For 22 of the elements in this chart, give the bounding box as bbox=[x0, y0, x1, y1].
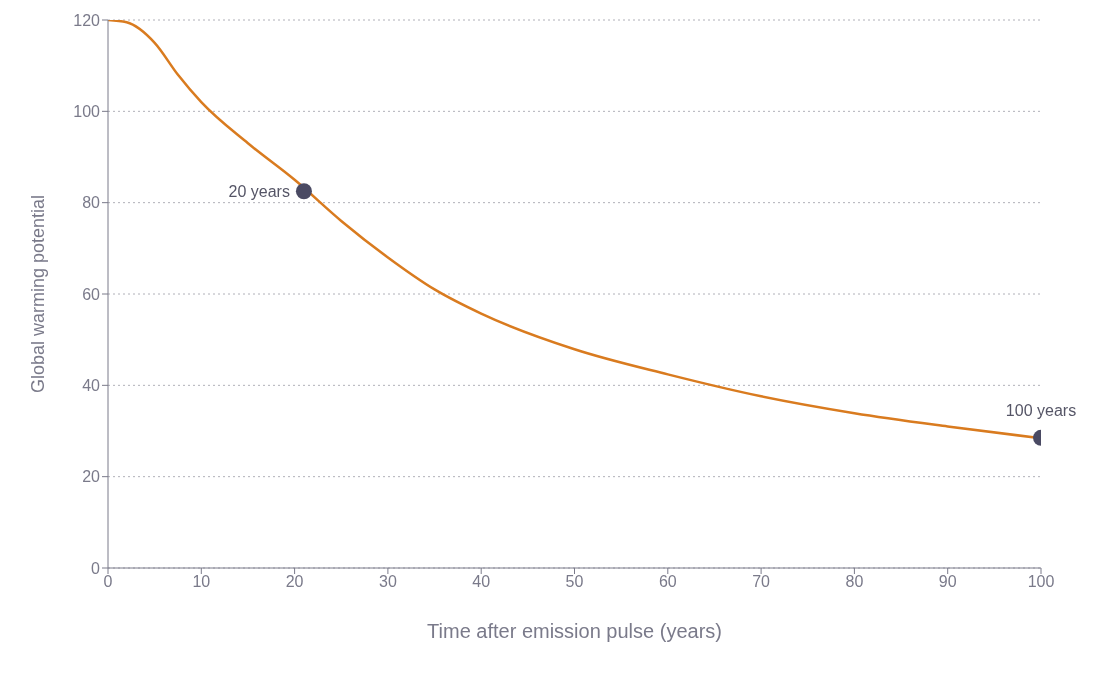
y-tick-label: 80 bbox=[82, 194, 101, 212]
x-tick-label: 40 bbox=[472, 573, 491, 591]
y-tick-label: 20 bbox=[82, 468, 101, 486]
y-tick-label: 120 bbox=[73, 11, 101, 29]
y-tick-label: 40 bbox=[82, 377, 101, 395]
x-tick-label: 20 bbox=[285, 573, 304, 591]
y-axis-title: Global warming potential bbox=[28, 194, 49, 394]
y-tick-label: 60 bbox=[82, 285, 101, 303]
x-tick-label: 100 bbox=[1027, 573, 1055, 591]
x-tick-label: 60 bbox=[658, 573, 677, 591]
annotation: 100 years bbox=[1005, 401, 1077, 419]
x-tick-label: 80 bbox=[845, 573, 864, 591]
x-tick-label: 50 bbox=[565, 573, 584, 591]
y-tick-label: 0 bbox=[91, 559, 101, 577]
y-tick-label: 100 bbox=[73, 103, 101, 121]
x-axis-title: Time after emission pulse (years) bbox=[427, 620, 722, 642]
x-tick-label: 10 bbox=[192, 573, 211, 591]
x-tick-label: 90 bbox=[938, 573, 957, 591]
annotation: 20 years bbox=[228, 182, 290, 200]
x-tick-label: 30 bbox=[379, 573, 397, 591]
x-tick-label: 70 bbox=[752, 573, 771, 591]
x-tick-label: 0 bbox=[103, 573, 113, 591]
